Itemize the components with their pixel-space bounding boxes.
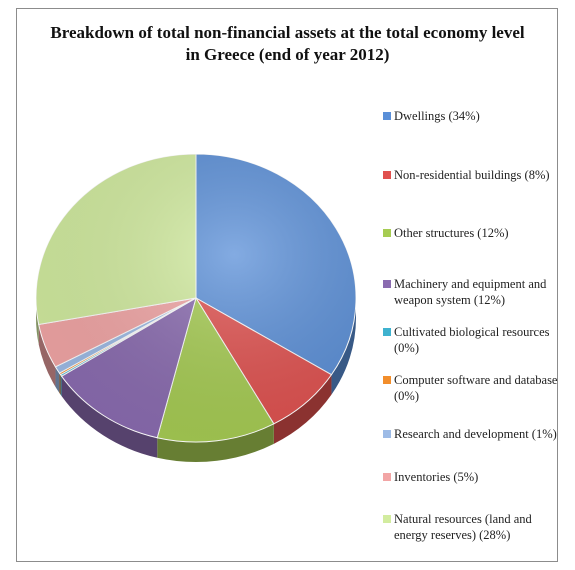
legend-swatch xyxy=(383,280,391,288)
slice-9 xyxy=(35,153,197,326)
legend-item-9: Natural resources (land and energy reser… xyxy=(383,511,563,543)
legend-label: Other structures (12%) xyxy=(394,226,509,240)
legend-swatch xyxy=(383,430,391,438)
legend-item-6: Computer software and database (0%) xyxy=(383,372,563,404)
legend-label: Non-residential buildings (8%) xyxy=(394,168,550,182)
slice-6-side xyxy=(59,373,61,395)
legend-swatch xyxy=(383,328,391,336)
legend-label: Machinery and equipment and weapon syste… xyxy=(394,277,547,307)
legend-swatch xyxy=(383,171,391,179)
chart-title-line-1: Breakdown of total non-financial assets … xyxy=(50,23,525,42)
legend-item-4: Machinery and equipment and weapon syste… xyxy=(383,276,563,308)
legend-label: Computer software and database (0%) xyxy=(394,373,558,403)
legend-swatch xyxy=(383,473,391,481)
legend-item-3: Other structures (12%) xyxy=(383,225,563,241)
legend-item-5: Cultivated biological resources (0%) xyxy=(383,324,563,356)
legend-swatch xyxy=(383,112,391,120)
legend-label: Cultivated biological resources (0%) xyxy=(394,325,550,355)
legend-item-7: Research and development (1%) xyxy=(383,426,563,442)
chart-title: Breakdown of total non-financial assets … xyxy=(0,22,575,66)
legend-label: Natural resources (land and energy reser… xyxy=(394,512,532,542)
legend-swatch xyxy=(383,229,391,237)
legend-label: Dwellings (34%) xyxy=(394,109,480,123)
legend-swatch xyxy=(383,515,391,523)
slice-5-side xyxy=(60,374,62,397)
legend-swatch xyxy=(383,376,391,384)
legend-item-1: Dwellings (34%) xyxy=(383,108,563,124)
chart-title-line-2: in Greece (end of year 2012) xyxy=(185,45,390,64)
legend-item-2: Non-residential buildings (8%) xyxy=(383,167,563,183)
legend-label: Research and development (1%) xyxy=(394,427,557,441)
legend-item-8: Inventories (5%) xyxy=(383,469,563,485)
slice-3-side xyxy=(157,423,274,462)
legend-label: Inventories (5%) xyxy=(394,470,479,484)
